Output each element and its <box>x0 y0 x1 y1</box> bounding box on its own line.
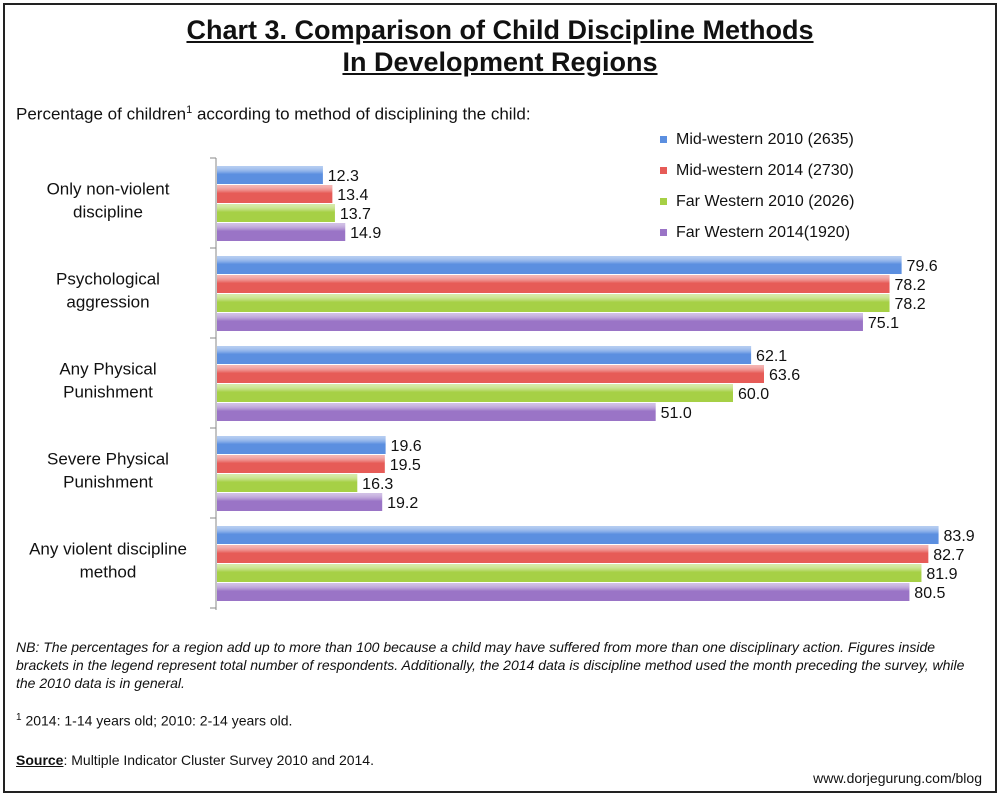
legend-entry: Far Western 2014(1920) <box>676 224 850 241</box>
data-label: 13.7 <box>340 206 371 223</box>
category-label: Only non-violent <box>47 180 170 199</box>
data-label: 19.6 <box>391 438 422 455</box>
footnote-marker: 1 <box>16 712 22 723</box>
category-label: Punishment <box>63 383 153 402</box>
legend-swatch <box>660 167 667 174</box>
category-label: Psychological <box>56 270 160 289</box>
bar-highlight <box>217 256 902 274</box>
bar-highlight <box>217 384 733 402</box>
bar-highlight <box>217 403 656 421</box>
data-label: 14.9 <box>350 225 381 242</box>
data-label: 83.9 <box>944 528 975 545</box>
chart-title: Chart 3. Comparison of Child Discipline … <box>0 14 1000 78</box>
category-label: aggression <box>66 293 149 312</box>
bar-highlight <box>217 204 335 222</box>
bar-highlight <box>217 455 385 473</box>
credit-url: www.dorjegurung.com/blog <box>813 770 982 786</box>
data-label: 78.2 <box>895 296 926 313</box>
subtitle-text: Percentage of children <box>16 104 187 124</box>
subtitle-footnote-marker: 1 <box>186 104 193 116</box>
source-label: Source <box>16 752 64 768</box>
data-label: 75.1 <box>868 315 899 332</box>
legend-swatch <box>660 136 667 143</box>
chart-note: NB: The percentages for a region add up … <box>16 639 965 691</box>
category-label: Punishment <box>63 473 153 492</box>
data-label: 80.5 <box>914 585 945 602</box>
bar-highlight <box>217 545 929 563</box>
bar-highlight <box>217 365 764 383</box>
data-label: 79.6 <box>907 258 938 275</box>
legend-entry: Mid-western 2010 (2635) <box>676 131 854 148</box>
bar-highlight <box>217 583 910 601</box>
footnote-text: 2014: 1-14 years old; 2010: 2-14 years o… <box>21 712 293 729</box>
chart-subtitle: Percentage of children1 according to met… <box>16 104 531 125</box>
category-label: discipline <box>73 203 143 222</box>
data-label: 51.0 <box>661 405 692 422</box>
category-label: Any Physical <box>59 360 156 379</box>
category-label: Severe Physical <box>47 450 169 469</box>
legend-swatch <box>660 229 667 236</box>
bar-highlight <box>217 223 346 241</box>
data-label: 62.1 <box>756 348 787 365</box>
data-label: 63.6 <box>769 367 800 384</box>
bar-highlight <box>217 493 383 511</box>
title-line-2: In Development Regions <box>342 47 658 77</box>
bar-highlight <box>217 166 323 184</box>
bar-highlight <box>217 346 752 364</box>
data-label: 78.2 <box>895 277 926 294</box>
legend-entry: Far Western 2010 (2026) <box>676 193 854 210</box>
data-label: 60.0 <box>738 386 769 403</box>
data-label: 19.5 <box>390 457 421 474</box>
bar-highlight <box>217 564 922 582</box>
source-text: : Multiple Indicator Cluster Survey 2010… <box>63 752 374 768</box>
subtitle-text-rest: according to method of disciplining the … <box>192 104 531 124</box>
bar-highlight <box>217 526 939 544</box>
data-label: 16.3 <box>362 476 393 493</box>
bar-highlight <box>217 275 890 293</box>
bar-highlight <box>217 436 386 454</box>
legend-entry: Mid-western 2014 (2730) <box>676 162 854 179</box>
category-label: method <box>80 563 137 582</box>
bar-highlight <box>217 313 863 331</box>
category-label: Any violent discipline <box>29 540 187 559</box>
data-label: 19.2 <box>387 495 418 512</box>
bar-highlight <box>217 474 358 492</box>
data-label: 13.4 <box>337 187 368 204</box>
data-label: 12.3 <box>328 168 359 185</box>
legend-swatch <box>660 198 667 205</box>
bar-highlight <box>217 294 890 312</box>
bar-highlight <box>217 185 333 203</box>
title-line-1: Chart 3. Comparison of Child Discipline … <box>186 15 814 45</box>
data-label: 81.9 <box>926 566 957 583</box>
data-label: 82.7 <box>933 547 964 564</box>
chart-source: Source: Multiple Indicator Cluster Surve… <box>16 752 374 768</box>
chart-footnote: 1 2014: 1-14 years old; 2010: 2-14 years… <box>16 712 292 729</box>
